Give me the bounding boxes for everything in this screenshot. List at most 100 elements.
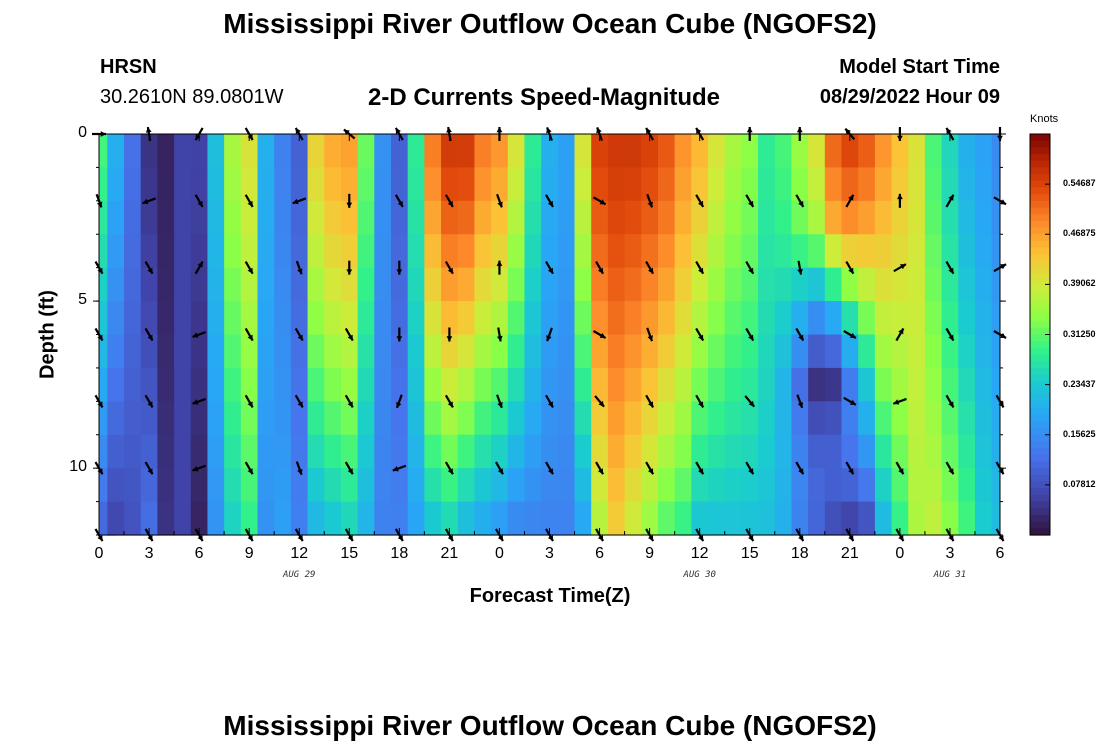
heatmap-cell — [708, 367, 726, 402]
current-arrow — [845, 461, 855, 475]
heatmap-cell — [274, 401, 292, 436]
heatmap-cell — [274, 367, 292, 402]
colorbar-tick-label: 0.39062 — [1063, 278, 1096, 289]
colorbar-segment — [1030, 341, 1050, 349]
heatmap-cell — [774, 134, 793, 169]
heatmap-cell — [441, 267, 459, 302]
current-arrow — [595, 461, 605, 475]
heatmap-cell — [741, 301, 759, 336]
heatmap-cell — [441, 234, 459, 269]
colorbar-segment — [1030, 474, 1050, 483]
heatmap-cell — [107, 234, 125, 269]
heatmap-cell — [441, 334, 459, 369]
heatmap-cell — [874, 434, 893, 469]
heatmap-cell — [858, 468, 876, 503]
heatmap-cell — [858, 401, 876, 436]
heatmap-cell — [657, 401, 676, 436]
heatmap-cell — [791, 367, 809, 402]
heatmap-cell — [674, 301, 692, 336]
current-arrow — [244, 194, 254, 208]
heatmap-cell — [124, 501, 142, 536]
heatmap-cell — [924, 167, 943, 202]
heatmap-cell — [958, 468, 976, 503]
heatmap-cell — [858, 301, 876, 336]
heatmap-cell — [507, 167, 526, 202]
heatmap-cell — [340, 434, 359, 469]
heatmap-cell — [641, 200, 659, 235]
heatmap-cell — [758, 167, 776, 202]
heatmap-cell — [424, 501, 442, 536]
heatmap-cell — [474, 401, 492, 436]
heatmap-cell — [774, 468, 793, 503]
current-arrow — [496, 260, 503, 275]
heatmap-cell — [257, 334, 275, 369]
heatmap-cell — [374, 301, 392, 336]
current-arrow — [294, 327, 304, 342]
x-tick-label: 9 — [244, 545, 254, 562]
heatmap-cell — [307, 501, 325, 536]
heatmap-cell — [441, 167, 459, 202]
heatmap-cell — [424, 167, 442, 202]
heatmap-cell — [190, 167, 209, 202]
heatmap-cell — [974, 200, 993, 235]
heatmap-cell — [958, 334, 976, 369]
heatmap-cell — [157, 434, 175, 469]
heatmap-cell — [374, 501, 392, 536]
heatmap-cell — [624, 367, 642, 402]
heatmap-cell — [190, 334, 209, 369]
heatmap-cell — [574, 401, 592, 436]
heatmap-cell — [908, 367, 926, 402]
heatmap-cell — [240, 401, 259, 436]
heatmap-cell — [407, 401, 425, 436]
current-arrow — [496, 327, 503, 342]
heatmap-cell — [858, 167, 876, 202]
heatmap-cell — [524, 200, 542, 235]
heatmap-cell — [274, 267, 292, 302]
heatmap-cell — [941, 401, 959, 436]
heatmap-cell — [924, 301, 943, 336]
current-arrow — [244, 394, 254, 408]
heatmap-cell — [357, 234, 375, 269]
heatmap-cell — [507, 267, 526, 302]
heatmap-cell — [808, 167, 826, 202]
heatmap-cell — [824, 334, 843, 369]
current-arrow — [843, 396, 857, 406]
heatmap-cell — [240, 334, 259, 369]
heatmap-cell — [407, 134, 425, 169]
current-arrow — [796, 394, 804, 409]
heatmap-cell — [657, 434, 676, 469]
heatmap-cell — [841, 334, 859, 369]
heatmap-cell — [491, 401, 509, 436]
current-arrow — [446, 327, 453, 342]
current-arrow — [344, 327, 354, 342]
heatmap-cell — [224, 234, 242, 269]
heatmap-cell — [941, 367, 959, 402]
heatmap-cell — [908, 334, 926, 369]
heatmap-cell — [207, 134, 225, 169]
heatmap-cell — [207, 468, 225, 503]
heatmap-cell — [240, 468, 259, 503]
heatmap-cell — [557, 167, 576, 202]
current-arrow — [244, 461, 254, 475]
heatmap-cell — [124, 434, 142, 469]
heatmap-cell — [574, 267, 592, 302]
heatmap-cell — [908, 267, 926, 302]
x-day-label: AUG 31 — [933, 570, 967, 580]
heatmap-cell — [591, 501, 609, 536]
heatmap-cell — [174, 200, 192, 235]
current-arrow — [496, 394, 503, 409]
heatmap-cell — [841, 501, 859, 536]
heatmap-cell — [574, 468, 592, 503]
heatmap-cell — [741, 434, 759, 469]
x-axis-ticks — [98, 134, 1001, 535]
heatmap-cell — [991, 167, 1000, 202]
heatmap-cell — [207, 367, 225, 402]
current-arrow — [592, 330, 607, 339]
heatmap-cell — [574, 200, 592, 235]
heatmap-cell — [741, 267, 759, 302]
current-arrow — [592, 196, 607, 206]
heatmap-cell — [708, 134, 726, 169]
heatmap-cell — [808, 301, 826, 336]
heatmap-cell — [891, 468, 909, 503]
heatmap-cell — [958, 134, 976, 169]
